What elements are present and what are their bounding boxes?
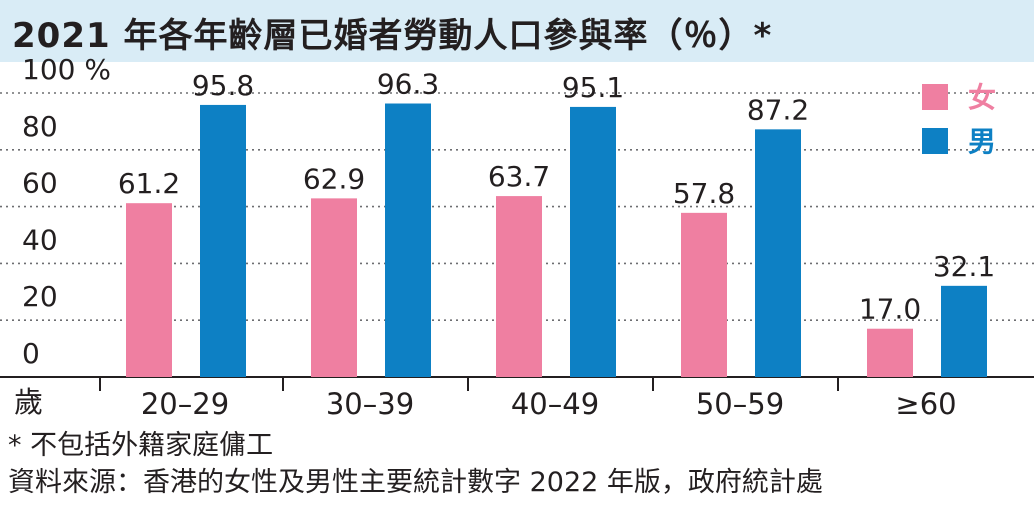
data-label: 96.3: [377, 68, 439, 101]
legend-swatch: [922, 84, 948, 110]
x-tick-label: 20–29: [141, 387, 229, 421]
data-label: 63.7: [488, 160, 550, 193]
bar-male: [755, 129, 801, 377]
bar-chart: 0 20 40 60 80 100 % 61.2 62.9 63.7 57.8 17.0 95.8 96…: [0, 53, 1034, 421]
data-label: 32.1: [933, 250, 995, 283]
chart-title: 2021 年各年齡層已婚者勞動人口參與率（％）*: [12, 16, 773, 56]
bar-female: [311, 198, 357, 377]
x-tick-label: ≥60: [895, 387, 956, 421]
footnote-note: * 不包括外籍家庭傭工: [8, 430, 274, 461]
x-axis-unit-label: 歲: [14, 385, 43, 419]
data-label: 61.2: [118, 167, 180, 200]
y-tick-label: 60: [22, 167, 58, 200]
data-label: 57.8: [673, 177, 735, 210]
y-tick-label: 40: [22, 223, 58, 256]
title-bar: 2021 年各年齡層已婚者勞動人口參與率（％）*: [0, 0, 1034, 62]
data-label: 95.8: [192, 69, 254, 102]
bar-male: [200, 104, 246, 377]
y-tick-label: 0: [22, 337, 40, 370]
x-tick-label: 40–49: [511, 387, 599, 421]
bar-male: [941, 285, 987, 377]
bar-female: [681, 212, 727, 377]
bar-female: [867, 328, 913, 377]
bar-female: [496, 196, 542, 377]
legend-label: 男: [968, 125, 996, 158]
legend-label: 女: [968, 81, 996, 114]
bar-male: [570, 106, 616, 377]
x-tick-label: 50–59: [696, 387, 784, 421]
footnote-source: 資料來源：香港的女性及男性主要統計數字 2022 年版，政府統計處: [8, 467, 823, 498]
y-tick-label: 20: [22, 280, 58, 313]
data-label: 95.1: [562, 71, 624, 104]
legend-swatch: [922, 128, 948, 154]
y-tick-label: 100 %: [22, 53, 111, 86]
y-tick-label: 80: [22, 110, 58, 143]
x-tick-label: 30–39: [326, 387, 414, 421]
data-label: 62.9: [303, 162, 365, 195]
bar-male: [385, 103, 431, 378]
data-label: 17.0: [859, 293, 921, 326]
data-label: 87.2: [747, 93, 809, 126]
bar-female: [126, 203, 172, 377]
